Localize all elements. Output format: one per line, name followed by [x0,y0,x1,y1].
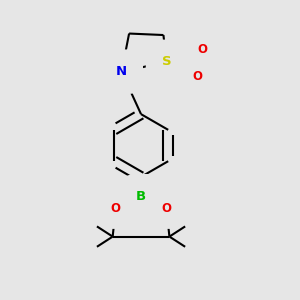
Text: N: N [116,65,127,78]
Text: S: S [162,56,171,68]
Text: B: B [136,190,146,203]
Text: O: O [193,70,203,83]
Text: O: O [111,202,121,215]
Text: O: O [161,202,171,215]
Text: O: O [197,44,207,56]
